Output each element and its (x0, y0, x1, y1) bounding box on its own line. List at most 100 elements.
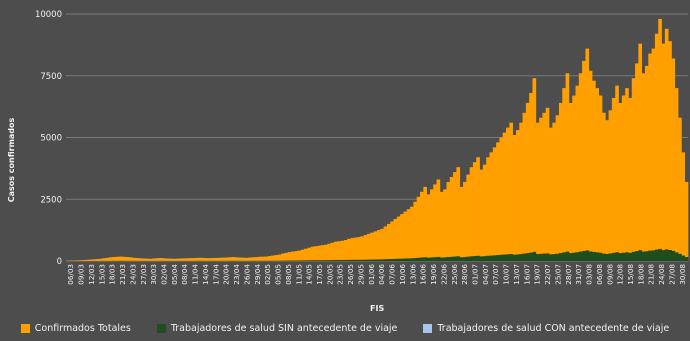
bar-series-1 (307, 247, 312, 261)
bar-series-1 (515, 130, 520, 261)
bar-series-2 (582, 251, 586, 261)
bar-series-1 (241, 257, 246, 261)
x-tick-label: 12/03 (87, 264, 96, 285)
bar-series-1 (406, 209, 411, 261)
bar-series-2 (651, 250, 656, 261)
x-tick-label: 08/05 (284, 264, 293, 285)
bar-series-2 (529, 252, 533, 261)
bar-series-1 (165, 258, 169, 261)
bar-series-1 (661, 43, 666, 261)
bar-series-1 (453, 172, 457, 261)
bar-series-1 (492, 147, 497, 261)
bar-series-2 (363, 259, 368, 261)
bar-series-1 (582, 60, 586, 262)
x-tick-label: 16/07 (522, 264, 531, 285)
x-tick-label: 09/08 (605, 264, 614, 285)
x-tick-label: 27/08 (667, 264, 676, 285)
bar-series-1 (284, 252, 289, 261)
bar-series-1 (684, 181, 689, 261)
bar-series-1 (290, 251, 295, 261)
x-tick-label: 23/04 (232, 264, 241, 285)
bar-series-1 (145, 258, 150, 261)
bar-series-2 (648, 250, 652, 261)
bar-series-2 (552, 254, 557, 261)
bar-series-1 (383, 226, 388, 261)
bar-series-1 (496, 142, 500, 261)
bar-series-1 (601, 112, 606, 261)
bar-series-1 (238, 257, 242, 261)
bar-series-1 (75, 260, 80, 261)
bar-series-1 (337, 241, 341, 261)
bar-series-1 (297, 250, 302, 261)
bar-series-2 (668, 250, 672, 261)
x-tick-label: 04/06 (377, 264, 386, 285)
bar-series-1 (413, 201, 418, 261)
bar-series-2 (300, 260, 305, 261)
bar-series-1 (545, 107, 550, 261)
bar-series-1 (390, 221, 394, 261)
x-tick-label: 03/08 (585, 264, 594, 285)
bar-series-1 (370, 232, 375, 261)
bar-series-2 (519, 254, 523, 261)
bar-series-1 (208, 258, 212, 261)
bar-series-1 (674, 88, 679, 261)
x-tick-label: 12/08 (616, 264, 625, 285)
x-tick-label: 10/07 (502, 264, 511, 285)
bar-series-1 (221, 257, 226, 261)
bar-series-1 (466, 174, 470, 261)
bar-series-1 (347, 238, 351, 261)
bar-series-1 (542, 112, 547, 261)
bar-series-1 (128, 257, 133, 261)
x-tick-label: 19/07 (533, 264, 542, 285)
bar-series-2 (420, 257, 424, 261)
bar-series-2 (601, 253, 606, 261)
x-tick-label: 24/08 (657, 264, 666, 285)
bar-series-1 (251, 257, 255, 261)
x-tick-label: 10/06 (398, 264, 407, 285)
bar-series-2 (333, 260, 338, 261)
bar-series-1 (459, 186, 464, 261)
bar-series-2 (429, 257, 434, 261)
bar-series-2 (433, 257, 437, 261)
bar-series-1 (555, 115, 560, 262)
bar-series-2 (317, 260, 322, 261)
bar-series-2 (678, 253, 682, 261)
bar-series-1 (188, 258, 193, 261)
bar-series-1 (181, 258, 186, 261)
bar-series-2 (373, 259, 378, 261)
bar-series-1 (585, 48, 590, 261)
y-tick-label: 5000 (40, 134, 62, 144)
bar-series-1 (185, 258, 189, 261)
bar-series-2 (638, 250, 643, 261)
bar-series-2 (377, 259, 381, 261)
bar-series-2 (367, 259, 371, 261)
bar-series-2 (558, 253, 563, 261)
x-tick-label: 07/07 (491, 264, 500, 285)
bar-series-1 (615, 85, 619, 261)
bar-series-2 (595, 252, 600, 261)
bar-series-1 (367, 233, 371, 261)
x-tick-label: 11/04 (191, 264, 200, 285)
bar-series-1 (654, 33, 659, 262)
bar-series-1 (360, 236, 365, 261)
bar-series-2 (545, 253, 550, 261)
bar-series-1 (277, 254, 282, 261)
x-tick-label: 14/05 (305, 264, 314, 285)
bar-series-2 (423, 257, 427, 261)
legend-label: Trabajadores de salud SIN antecedente de… (170, 322, 398, 334)
bar-series-2 (539, 253, 543, 261)
bar-series-2 (661, 250, 666, 261)
x-tick-label: 17/05 (315, 264, 324, 285)
bar-series-1 (456, 167, 461, 261)
bar-series-1 (512, 135, 517, 261)
bar-series-1 (198, 257, 202, 261)
y-tick-label: 0 (57, 257, 62, 267)
bar-series-1 (522, 112, 527, 261)
y-tick-label: 10000 (35, 10, 62, 20)
bar-series-1 (214, 257, 219, 261)
bar-series-1 (429, 189, 434, 261)
bar-series-2 (340, 259, 345, 261)
bar-series-2 (453, 256, 457, 261)
